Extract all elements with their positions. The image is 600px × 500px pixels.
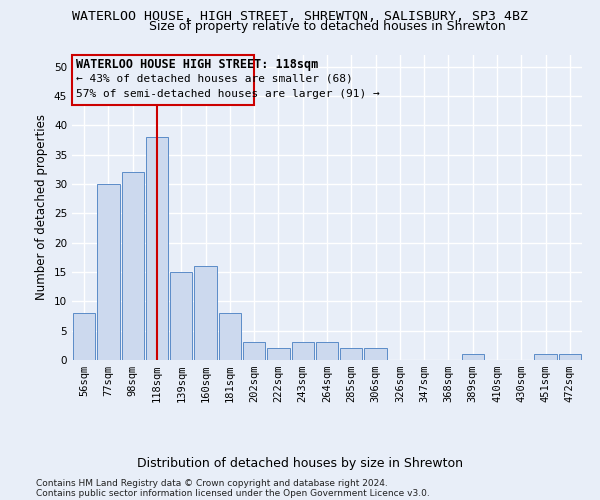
Bar	[316, 342, 338, 360]
Text: WATERLOO HOUSE HIGH STREET: 118sqm: WATERLOO HOUSE HIGH STREET: 118sqm	[76, 58, 318, 71]
Bar	[267, 348, 290, 360]
Bar	[461, 354, 484, 360]
Bar	[535, 354, 557, 360]
Bar	[146, 137, 168, 360]
Bar	[218, 313, 241, 360]
Bar	[194, 266, 217, 360]
Bar	[170, 272, 193, 360]
Bar	[97, 184, 119, 360]
Text: WATERLOO HOUSE, HIGH STREET, SHREWTON, SALISBURY, SP3 4BZ: WATERLOO HOUSE, HIGH STREET, SHREWTON, S…	[72, 10, 528, 23]
Bar	[72, 55, 254, 105]
Bar	[243, 342, 265, 360]
Bar	[292, 342, 314, 360]
Bar	[73, 313, 95, 360]
Bar	[364, 348, 387, 360]
Text: 57% of semi-detached houses are larger (91) →: 57% of semi-detached houses are larger (…	[76, 89, 379, 99]
Text: Contains public sector information licensed under the Open Government Licence v3: Contains public sector information licen…	[36, 488, 430, 498]
Text: Contains HM Land Registry data © Crown copyright and database right 2024.: Contains HM Land Registry data © Crown c…	[36, 478, 388, 488]
Text: Distribution of detached houses by size in Shrewton: Distribution of detached houses by size …	[137, 458, 463, 470]
Y-axis label: Number of detached properties: Number of detached properties	[35, 114, 49, 300]
Bar	[340, 348, 362, 360]
Bar	[559, 354, 581, 360]
Text: ← 43% of detached houses are smaller (68): ← 43% of detached houses are smaller (68…	[76, 74, 352, 84]
Title: Size of property relative to detached houses in Shrewton: Size of property relative to detached ho…	[149, 20, 505, 33]
Bar	[122, 172, 144, 360]
